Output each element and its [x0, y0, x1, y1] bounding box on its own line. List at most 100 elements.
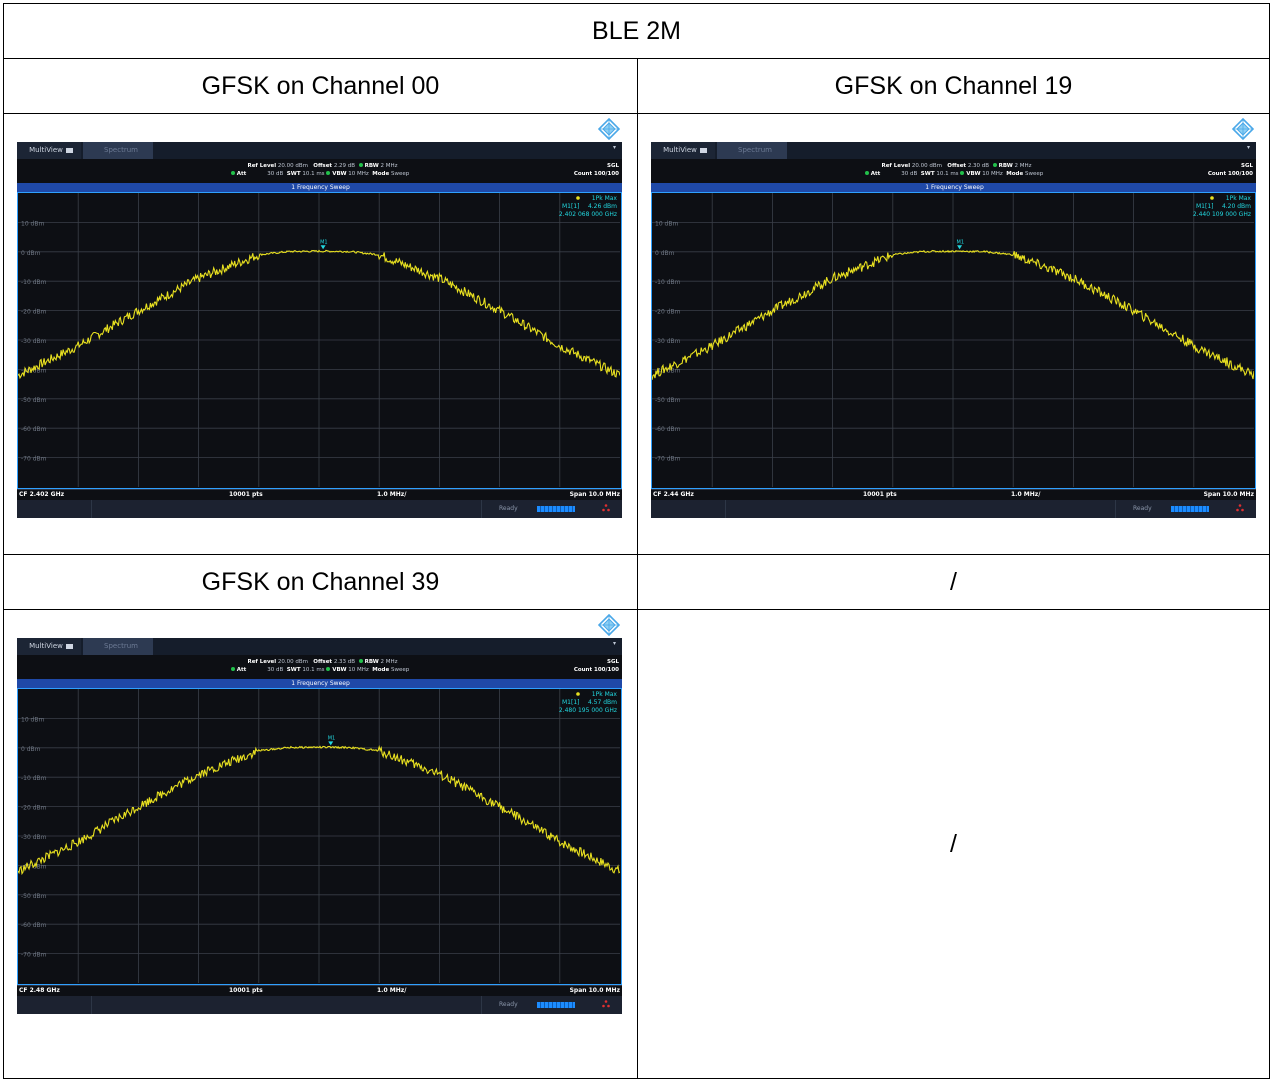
y-tick-label: -60 dBm: [21, 426, 47, 433]
y-tick-label: -50 dBm: [21, 397, 47, 404]
status-bar: Ready: [17, 500, 622, 518]
trace-mode-label: 1Pk Max: [1226, 195, 1252, 202]
trace-indicator-dot: [576, 692, 580, 696]
marker-level-value: 4.57 dBm: [588, 699, 617, 706]
trace-indicator-dot: [576, 196, 580, 200]
tab-multiview[interactable]: MultiView: [17, 638, 81, 655]
chevron-down-icon[interactable]: ▾: [612, 640, 616, 647]
settings-info: Ref Level 20.00 dBm Offset 2.30 dB RBW 2…: [651, 159, 1256, 183]
status-bar: Ready: [651, 500, 1256, 518]
y-tick-label: -40 dBm: [21, 367, 47, 374]
empty-cell: /: [637, 609, 1270, 1079]
y-tick-label: -70 dBm: [21, 952, 47, 959]
cell-channel-39: MultiView Spectrum ▾ Ref Level 20.00 dBm…: [3, 609, 638, 1079]
spectrum-screenshot: MultiView Spectrum ▾ Ref Level 20.00 dBm…: [17, 118, 622, 518]
y-tick-label: -20 dBm: [655, 309, 681, 316]
tab-spectrum[interactable]: Spectrum: [83, 638, 153, 655]
sweep-progress-bar: [1171, 506, 1209, 512]
trace-title-bar: 1 Frequency Sweep: [17, 183, 622, 192]
plot-footer: CF 2.402 GHz 10001 pts 1.0 MHz/ Span 10.…: [17, 489, 622, 500]
y-tick-label: 10 dBm: [21, 716, 44, 723]
y-tick-label: -10 dBm: [21, 279, 47, 286]
marker-m1-label: M1: [957, 239, 965, 245]
marker-readout-label: M1[1]: [1196, 203, 1214, 210]
y-tick-label: -70 dBm: [21, 456, 47, 463]
marker-m1-label: M1: [320, 239, 328, 245]
y-tick-label: -50 dBm: [655, 397, 681, 404]
settings-info: Ref Level 20.00 dBm Offset 2.33 dB RBW 2…: [17, 655, 622, 679]
cell-channel-19: MultiView Spectrum ▾ Ref Level 20.00 dBm…: [637, 113, 1270, 555]
y-tick-label: -30 dBm: [21, 338, 47, 345]
rs-logo-icon: [598, 614, 620, 636]
trace-title-bar: 1 Frequency Sweep: [651, 183, 1256, 192]
y-tick-label: -60 dBm: [21, 922, 47, 929]
y-tick-label: -40 dBm: [655, 367, 681, 374]
analyzer-tab-bar: MultiView Spectrum ▾: [17, 142, 622, 159]
tab-multiview[interactable]: MultiView: [651, 142, 715, 159]
marker-m1: [328, 741, 334, 746]
y-tick-label: -70 dBm: [655, 456, 681, 463]
y-tick-label: 10 dBm: [655, 220, 678, 227]
spectrum-analyzer-panel: MultiView Spectrum ▾ Ref Level 20.00 dBm…: [17, 638, 622, 1014]
marker-m1-label: M1: [328, 735, 336, 741]
trace-line: [18, 249, 620, 380]
y-tick-label: 0 dBm: [655, 250, 675, 257]
y-tick-label: -30 dBm: [655, 338, 681, 345]
spectrum-screenshot: MultiView Spectrum ▾ Ref Level 20.00 dBm…: [651, 118, 1256, 518]
spectrum-plot: 10 dBm 0 dBm -10 dBm -20 dBm -30 dBm -40 dBm -…: [17, 192, 622, 489]
y-tick-label: -50 dBm: [21, 893, 47, 900]
plot-footer: CF 2.44 GHz 10001 pts 1.0 MHz/ Span 10.0…: [651, 489, 1256, 500]
y-tick-label: -30 dBm: [21, 834, 47, 841]
trace-mode-label: 1Pk Max: [592, 195, 618, 202]
y-tick-label: 0 dBm: [21, 746, 41, 753]
warning-icon: [1236, 504, 1244, 512]
header-channel-00: GFSK on Channel 00: [3, 58, 638, 114]
marker-frequency-value: 2.480 195 000 GHz: [559, 707, 617, 714]
trace-line: [652, 249, 1254, 381]
settings-info: Ref Level 20.00 dBm Offset 2.29 dB RBW 2…: [17, 159, 622, 183]
trace-indicator-dot: [1210, 196, 1214, 200]
warning-icon: [602, 1000, 610, 1008]
rs-logo-icon: [1232, 118, 1254, 140]
y-tick-label: -10 dBm: [655, 279, 681, 286]
spectrum-chart: 10 dBm 0 dBm -10 dBm -20 dBm -30 dBm -40 dBm -…: [652, 193, 1254, 487]
multiview-grid-icon: [65, 147, 73, 153]
marker-frequency-value: 2.402 068 000 GHz: [559, 211, 617, 218]
marker-m1: [320, 245, 326, 250]
y-tick-label: -20 dBm: [21, 805, 47, 812]
table-title: BLE 2M: [3, 3, 1270, 59]
status-bar: Ready: [17, 996, 622, 1014]
multiview-grid-icon: [699, 147, 707, 153]
header-empty: /: [637, 554, 1270, 610]
tab-spectrum[interactable]: Spectrum: [83, 142, 153, 159]
marker-m1: [957, 245, 963, 250]
spectrum-plot: 10 dBm 0 dBm -10 dBm -20 dBm -30 dBm -40 dBm -…: [651, 192, 1256, 489]
sweep-progress-bar: [537, 506, 575, 512]
marker-frequency-value: 2.440 109 000 GHz: [1193, 211, 1251, 218]
spectrum-screenshot: MultiView Spectrum ▾ Ref Level 20.00 dBm…: [17, 614, 622, 1014]
y-tick-label: -10 dBm: [21, 775, 47, 782]
plot-footer: CF 2.48 GHz 10001 pts 1.0 MHz/ Span 10.0…: [17, 985, 622, 996]
analyzer-tab-bar: MultiView Spectrum ▾: [651, 142, 1256, 159]
ble-2m-table: BLE 2M GFSK on Channel 00 GFSK on Channe…: [3, 3, 1270, 1079]
chevron-down-icon[interactable]: ▾: [612, 144, 616, 151]
y-tick-label: -60 dBm: [655, 426, 681, 433]
y-tick-label: 10 dBm: [21, 220, 44, 227]
spectrum-analyzer-panel: MultiView Spectrum ▾ Ref Level 20.00 dBm…: [17, 142, 622, 518]
trace-mode-label: 1Pk Max: [592, 691, 618, 698]
sweep-progress-bar: [537, 1002, 575, 1008]
marker-readout-label: M1[1]: [562, 699, 580, 706]
spectrum-plot: 10 dBm 0 dBm -10 dBm -20 dBm -30 dBm -40 dBm -…: [17, 688, 622, 985]
multiview-grid-icon: [65, 643, 73, 649]
tab-spectrum[interactable]: Spectrum: [717, 142, 787, 159]
y-tick-label: -20 dBm: [21, 309, 47, 316]
header-channel-19: GFSK on Channel 19: [637, 58, 1270, 114]
rs-logo-icon: [598, 118, 620, 140]
marker-level-value: 4.20 dBm: [1222, 203, 1251, 210]
chevron-down-icon[interactable]: ▾: [1246, 144, 1250, 151]
analyzer-tab-bar: MultiView Spectrum ▾: [17, 638, 622, 655]
cell-channel-00: MultiView Spectrum ▾ Ref Level 20.00 dBm…: [3, 113, 638, 555]
tab-multiview[interactable]: MultiView: [17, 142, 81, 159]
